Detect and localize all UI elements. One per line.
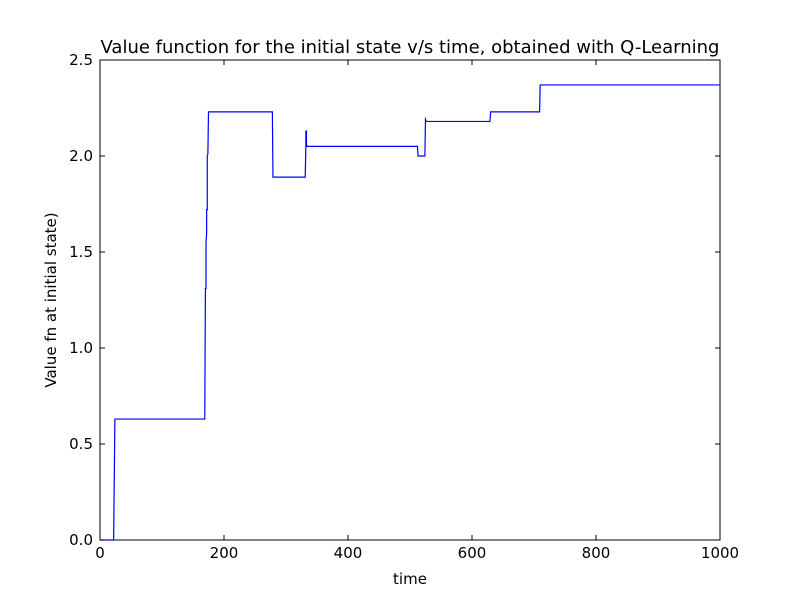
series-line <box>100 84 720 541</box>
x-tick-label: 1000 <box>701 544 739 562</box>
y-tick-label: 1.5 <box>69 243 93 261</box>
x-axis-ticks: 0 200 400 600 800 1000 <box>95 60 739 562</box>
x-axis-label: time <box>393 570 427 588</box>
y-tick-label: 1.0 <box>69 339 93 357</box>
y-tick-label: 2.0 <box>69 147 93 165</box>
chart-title: Value function for the initial state v/s… <box>101 37 720 58</box>
y-tick-label: 0.5 <box>69 435 93 453</box>
x-tick-label: 400 <box>334 544 363 562</box>
x-tick-label: 600 <box>458 544 487 562</box>
plot-frame <box>99 59 721 541</box>
y-axis-ticks: 0.0 0.5 1.0 1.5 2.0 2.5 <box>69 51 720 549</box>
y-tick-label: 0.0 <box>69 531 93 549</box>
x-tick-label: 800 <box>582 544 611 562</box>
x-tick-label: 200 <box>210 544 239 562</box>
y-axis-label: Value fn at initial state) <box>42 212 60 387</box>
y-tick-label: 2.5 <box>69 51 93 69</box>
x-tick-label: 0 <box>95 544 105 562</box>
